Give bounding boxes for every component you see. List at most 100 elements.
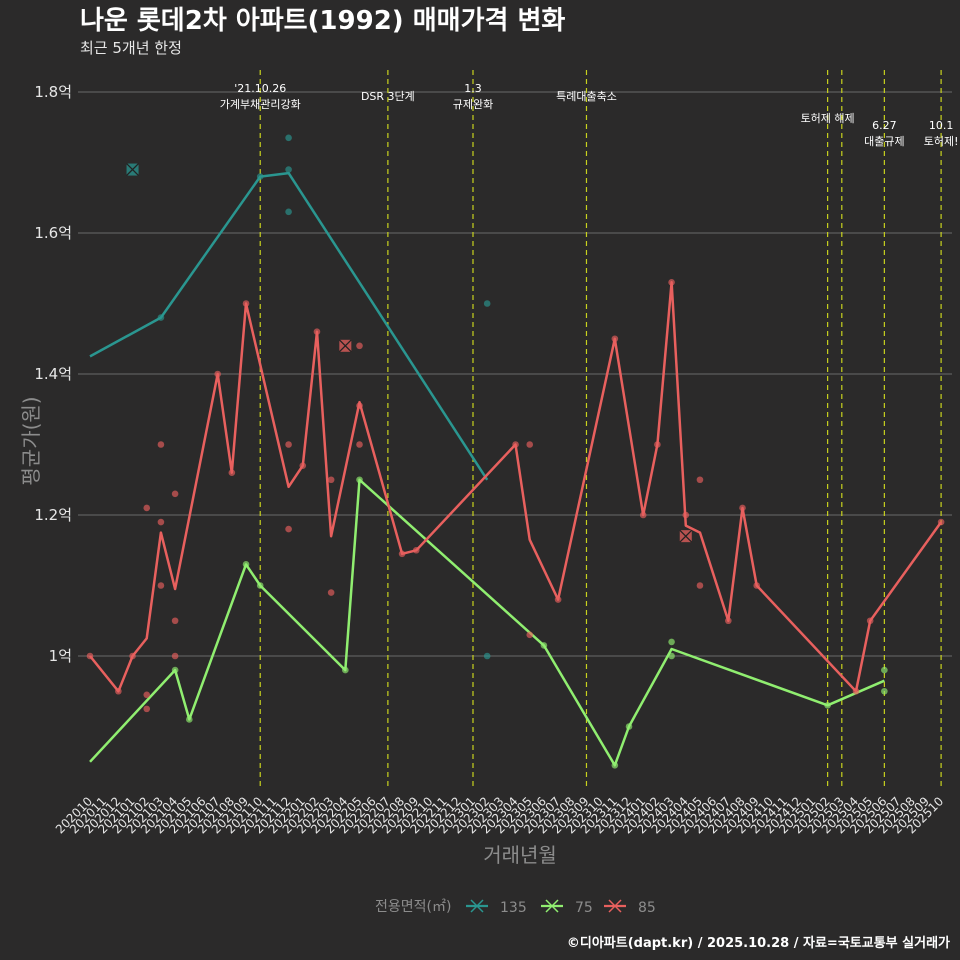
data-point xyxy=(526,441,534,448)
x-marker-stroke xyxy=(679,529,693,543)
event-label: 6.27 xyxy=(872,119,897,132)
data-point xyxy=(285,166,292,173)
legend-label: 75 xyxy=(575,900,593,916)
data-point xyxy=(824,702,831,709)
x-marker xyxy=(126,163,140,177)
data-point xyxy=(696,476,704,484)
event-label: 대출규제 xyxy=(864,135,904,148)
data-point xyxy=(526,631,534,639)
data-point xyxy=(157,518,165,526)
series-line-135 xyxy=(89,171,489,481)
y-tick-label: 1.2억 xyxy=(34,506,72,524)
data-point xyxy=(171,490,179,498)
y-tick-labels: 1억 1.2억 1.4억 1.6억 1.8억 xyxy=(34,83,72,665)
data-point xyxy=(739,504,746,512)
data-point xyxy=(668,279,675,286)
chart-subtitle: 최근 5개년 한정 xyxy=(80,39,182,57)
y-axis-title: 평균가(원) xyxy=(19,396,43,485)
data-point xyxy=(753,582,760,589)
data-point xyxy=(157,582,165,589)
data-point xyxy=(327,589,335,596)
data-point xyxy=(725,617,732,625)
x-marker-stroke xyxy=(338,339,352,353)
y-tick-label: 1억 xyxy=(49,647,72,665)
series-group xyxy=(86,134,945,769)
data-point xyxy=(313,328,321,336)
data-point xyxy=(937,518,945,526)
data-point xyxy=(299,462,307,469)
data-point xyxy=(356,342,363,350)
source-caption: ©디아파트(dapt.kr) / 2025.10.28 / 자료=국토교통부 실… xyxy=(567,935,950,951)
data-point xyxy=(285,208,292,216)
data-point xyxy=(356,476,363,484)
event-label: 1.3 xyxy=(464,82,482,95)
legend-label: 85 xyxy=(638,900,656,916)
legend-title: 전용면적(㎡) xyxy=(375,899,451,915)
data-point xyxy=(696,582,704,589)
data-point xyxy=(171,652,179,660)
x-tick-labels: 2020102020112020122021012021022021032021… xyxy=(53,794,946,836)
data-point xyxy=(881,687,888,695)
data-point xyxy=(398,550,406,558)
data-point xyxy=(242,561,250,568)
x-marker-stroke xyxy=(126,163,140,177)
data-point xyxy=(654,441,661,448)
event-label: 특례대출축소 xyxy=(556,90,617,103)
data-point xyxy=(157,441,165,448)
data-point xyxy=(540,642,548,649)
data-point xyxy=(611,761,619,769)
data-point xyxy=(866,617,874,625)
data-point xyxy=(356,441,363,448)
data-point xyxy=(143,504,151,512)
event-label: 10.1 xyxy=(929,119,954,132)
series-line-85 xyxy=(89,281,943,693)
data-point xyxy=(285,441,292,448)
data-point xyxy=(342,666,349,674)
data-point xyxy=(115,687,122,695)
legend-swatch-x xyxy=(545,899,559,913)
series-135 xyxy=(89,134,491,660)
x-axis-title: 거래년월 xyxy=(483,843,557,867)
data-point xyxy=(185,716,193,723)
data-point xyxy=(512,441,519,448)
data-point xyxy=(86,652,94,660)
data-point xyxy=(852,687,860,695)
data-point xyxy=(256,173,264,180)
data-point xyxy=(327,476,335,484)
x-marker xyxy=(338,339,352,353)
data-point xyxy=(554,596,562,603)
legend-swatch-x xyxy=(608,899,622,913)
legend-swatch-x xyxy=(470,899,484,913)
data-point xyxy=(171,666,179,674)
y-tick-label: 1.4억 xyxy=(34,365,72,383)
data-point xyxy=(143,705,151,713)
data-point xyxy=(285,134,292,142)
y-tick-label: 1.6억 xyxy=(34,224,72,242)
data-point xyxy=(412,546,420,554)
data-point xyxy=(625,723,633,730)
data-point xyxy=(668,638,675,646)
series-85 xyxy=(86,279,945,713)
data-point xyxy=(242,300,250,307)
x-marker xyxy=(679,529,693,543)
data-point xyxy=(483,652,491,660)
event-label: 가계부채관리강화 xyxy=(220,98,301,111)
data-point xyxy=(214,370,221,378)
data-point xyxy=(881,666,888,674)
data-point xyxy=(483,300,491,307)
data-point xyxy=(356,402,363,410)
legend-item-75: 75 xyxy=(541,899,593,916)
chart-title: 나운 롯데2차 아파트(1992) 매매가격 변화 xyxy=(80,6,565,36)
event-label: 규제완화 xyxy=(453,98,493,111)
policy-event-lines: '21.10.26 가계부채관리강화 DSR 3단계 1.3 규제완화 특례대출축소토허제… xyxy=(220,70,958,790)
data-point xyxy=(157,314,165,321)
data-point xyxy=(668,652,675,660)
legend-item-85: 85 xyxy=(604,899,656,916)
data-point xyxy=(285,525,292,533)
data-point xyxy=(639,511,647,519)
y-gridlines xyxy=(78,91,952,657)
series-line-75 xyxy=(89,478,885,767)
data-point xyxy=(228,469,236,477)
data-point xyxy=(256,582,264,589)
